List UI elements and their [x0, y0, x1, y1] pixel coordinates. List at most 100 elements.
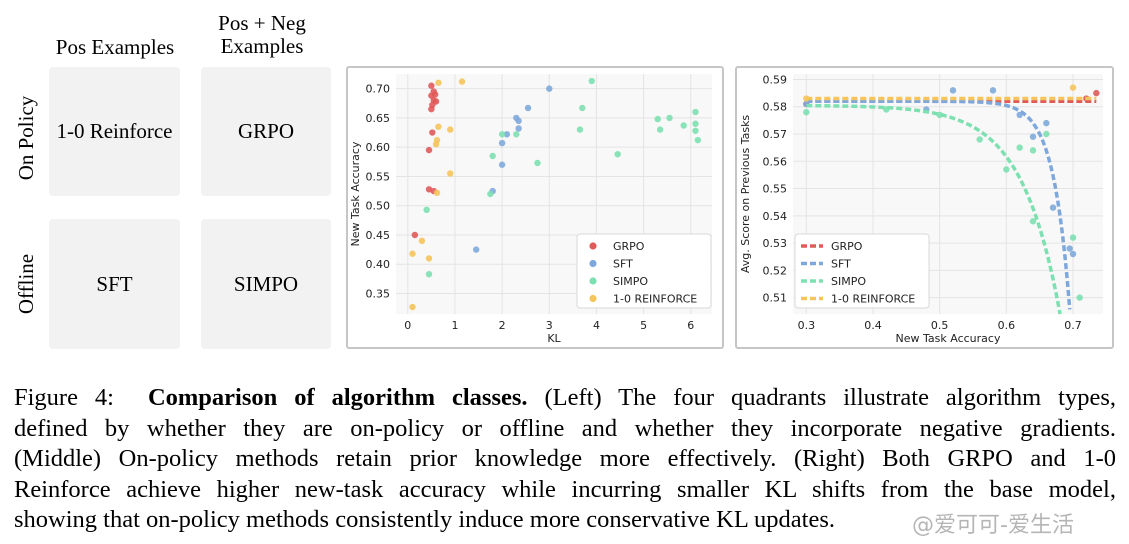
x-axis-label: New Task Accuracy: [896, 332, 1001, 345]
scatter-point: [579, 104, 586, 112]
data-point: [803, 108, 810, 116]
x-tick-label: 5: [640, 319, 647, 332]
caption-line-1: Figure 4: Comparison of algorithm classe…: [14, 383, 1116, 414]
quadrant-label: SIMPO: [233, 271, 299, 296]
legend-label: SIMPO: [831, 275, 866, 288]
scatter-point: [692, 127, 699, 134]
scatter-point: [546, 85, 553, 92]
data-point: [1069, 250, 1077, 258]
legend-label: 1-0 REINFORCE: [613, 293, 697, 306]
data-point: [1029, 218, 1037, 225]
scatter-point: [692, 120, 699, 127]
legend-marker: [589, 294, 597, 303]
scatter-point: [694, 136, 702, 144]
y-tick-label: 0.55: [366, 170, 391, 183]
legend-marker: [589, 242, 597, 250]
x-tick-label: 1: [451, 319, 458, 332]
x-tick-label: 6: [687, 319, 694, 332]
scatter-point: [431, 91, 439, 98]
quadrant-label: 1-0 Reinforce: [56, 119, 173, 143]
quadrant-on-policy-pos-neg: GRPO: [201, 67, 331, 196]
scatter-point: [435, 123, 442, 130]
scatter-point: [432, 98, 440, 105]
quadrant-on-policy-pos: 1-0 Reinforce: [49, 67, 180, 196]
data-point: [936, 111, 943, 119]
y-tick-label: 0.40: [366, 258, 391, 271]
fit-curve: [806, 103, 1062, 315]
scatter-point: [472, 246, 480, 253]
x-axis-label: KL: [547, 332, 561, 345]
legend-box: [576, 233, 712, 309]
legend-marker: [589, 277, 597, 285]
scatter-point: [498, 139, 506, 147]
quadrant-label: SFT: [96, 271, 133, 296]
scatter-point: [576, 126, 584, 133]
y-tick-label: 0.56: [763, 155, 788, 168]
scatter-point: [588, 77, 595, 85]
data-point: [1043, 130, 1050, 138]
data-point: [976, 136, 983, 143]
watermark: @爱可可-爱生活: [912, 513, 1074, 538]
data-point: [1093, 89, 1100, 97]
legend-label: GRPO: [613, 240, 645, 253]
quadrant-label: GRPO: [237, 119, 295, 143]
scatter-point: [489, 152, 496, 160]
y-axis-label: New Task Accuracy: [349, 141, 362, 246]
legend-marker: [589, 259, 597, 268]
legend-label: GRPO: [831, 240, 863, 253]
scatter-point: [425, 270, 433, 278]
data-point: [1076, 294, 1083, 301]
scatter-point: [656, 126, 664, 133]
x-tick-label: 0.3: [798, 319, 816, 332]
scatter-point: [418, 237, 426, 245]
y-tick-label: 0.51: [763, 292, 788, 305]
quadrant-offline-pos: SFT: [49, 219, 180, 349]
y-tick-label: 0.70: [366, 83, 391, 96]
kl-chart-panel: 0 1 2 3 4 5 6 0.35 0.40 0.45 0.50 0.55 0.60 0.65 0.70 K…: [346, 66, 724, 349]
y-tick-label: 0.35: [366, 288, 391, 301]
caption-figure-label: Figure 4:: [14, 384, 114, 411]
caption-line-1-rest: (Left) The four quadrants illustrate alg…: [544, 384, 1116, 411]
data-point: [1003, 166, 1010, 173]
prev-task-line-chart: 0.3 0.4 0.5 0.6 0.7 0.51 0.52 0.53 0.54 0.55 0.56 0…: [739, 73, 1103, 345]
scatter-point: [433, 189, 441, 197]
scatter-point: [614, 150, 621, 158]
kl-scatter-chart: 0 1 2 3 4 5 6 0.35 0.40 0.45 0.50 0.55 0.60 0.65 0.70 K…: [349, 74, 712, 345]
caption-line-4: Reinforce achieve higher new-task accura…: [14, 475, 1116, 503]
scatter-point: [524, 104, 532, 112]
scatter-point: [409, 303, 416, 311]
data-point: [803, 95, 810, 102]
scatter-point: [409, 250, 416, 257]
row-header-offline: Offline: [14, 253, 38, 315]
legend-label: 1-0 REINFORCE: [831, 293, 915, 306]
x-tick-label: 3: [546, 319, 553, 332]
col-header-pos: Pos Examples: [55, 35, 175, 59]
scatter-point: [692, 108, 699, 116]
figure-caption: Figure 4: Comparison of algorithm classe…: [14, 383, 1116, 536]
col-header-pos-neg: Pos + Neg Examples: [218, 11, 306, 58]
scatter-point: [680, 122, 687, 129]
scatter-point: [429, 129, 436, 136]
fit-curve: [806, 99, 1072, 310]
y-tick-label: 0.58: [763, 101, 788, 114]
x-tick-label: 4: [593, 319, 600, 332]
legend-label: SFT: [831, 258, 851, 271]
scatter-point: [513, 131, 520, 138]
caption-line-2: defined by whether they are on-policy or…: [14, 414, 1116, 442]
y-axis-label: Avg. Score on Previous Tasks: [739, 115, 752, 274]
scatter-point: [515, 117, 522, 125]
scatter-point: [428, 82, 435, 89]
scatter-point: [447, 170, 454, 177]
data-point: [1016, 144, 1023, 151]
legend-label: SIMPO: [613, 275, 648, 288]
data-point: [1049, 204, 1057, 211]
data-point: [1029, 147, 1037, 154]
scatter-point: [435, 79, 442, 86]
scatter-point: [654, 115, 661, 123]
scatter-point: [433, 136, 441, 144]
data-point: [989, 87, 997, 94]
scatter-point: [498, 161, 506, 168]
y-tick-label: 0.45: [366, 229, 391, 242]
y-tick-label: 0.53: [763, 237, 788, 250]
scatter-point: [425, 255, 433, 262]
